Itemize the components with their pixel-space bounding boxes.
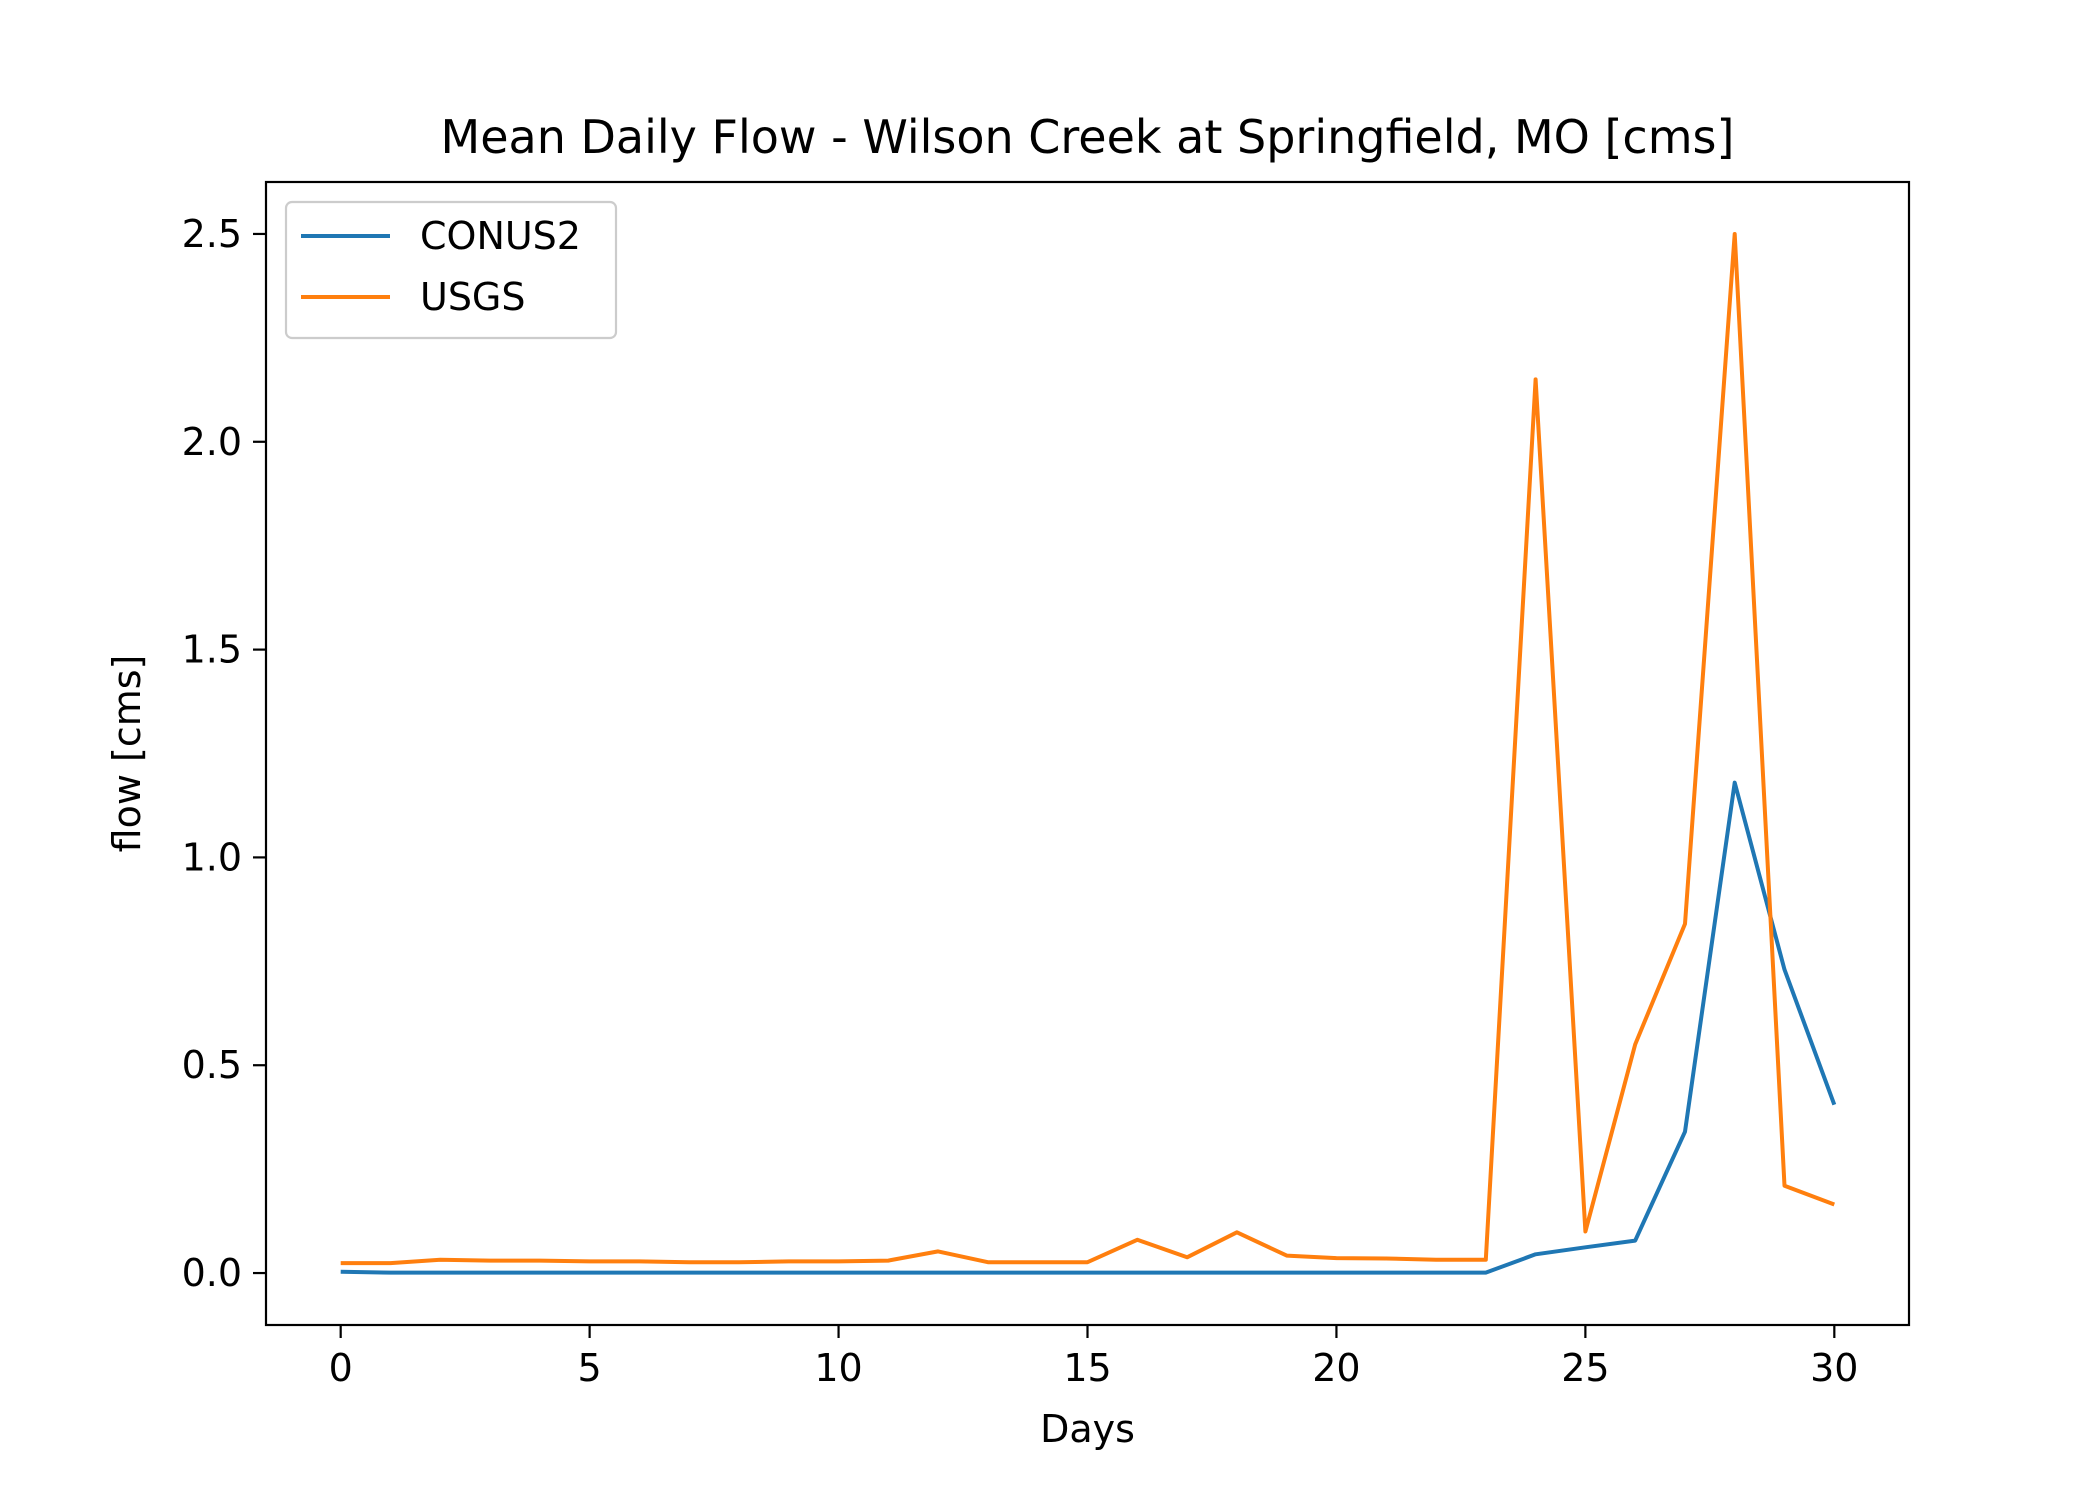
y-tick-label: 1.5 [182, 628, 242, 672]
legend: CONUS2 USGS [284, 200, 618, 340]
y-tick-label: 2.5 [182, 212, 242, 256]
x-tick-label: 20 [1312, 1346, 1360, 1390]
y-tick-label: 0.5 [182, 1043, 242, 1087]
x-axis: 0 5 10 15 20 25 30 [329, 1325, 1858, 1390]
x-tick-label: 30 [1810, 1346, 1858, 1390]
x-axis-label: Days [1040, 1407, 1135, 1451]
y-axis: 0.0 0.5 1.0 1.5 2.0 2.5 [182, 212, 266, 1295]
series-line-usgs [340, 232, 1836, 1266]
plot-lines [340, 232, 1837, 1275]
x-tick-label: 25 [1561, 1346, 1609, 1390]
x-tick-label: 5 [578, 1346, 602, 1390]
y-tick-label: 0.0 [182, 1251, 242, 1295]
legend-label-conus2: CONUS2 [420, 214, 581, 258]
x-tick-label: 10 [814, 1346, 862, 1390]
plot-frame [264, 180, 1911, 1327]
x-tick-label: 15 [1063, 1346, 1111, 1390]
y-axis-label: flow [cms] [105, 655, 149, 853]
chart-title: Mean Daily Flow - Wilson Creek at Spring… [441, 110, 1735, 164]
x-tick-label: 0 [329, 1346, 353, 1390]
series-line-conus2 [340, 780, 1837, 1275]
legend-label-usgs: USGS [420, 275, 526, 319]
y-tick-label: 2.0 [182, 420, 242, 464]
y-tick-label: 1.0 [182, 835, 242, 879]
